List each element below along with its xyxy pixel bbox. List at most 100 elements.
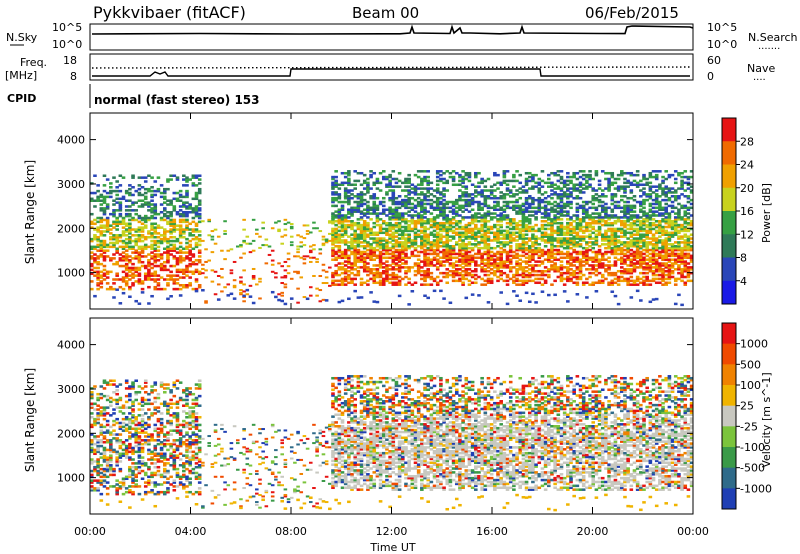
- power-cell: [197, 243, 202, 247]
- power-cell: [362, 198, 367, 202]
- power-cell: [388, 241, 392, 244]
- power-cell: [90, 255, 94, 258]
- power-cell: [347, 179, 351, 183]
- power-cell: [337, 268, 342, 271]
- power-cell: [648, 256, 653, 260]
- power-cell: [426, 296, 430, 300]
- power-cell: [96, 235, 100, 239]
- power-cell: [340, 277, 345, 281]
- power-cell: [381, 208, 386, 211]
- power-cell: [569, 179, 573, 183]
- power-cell: [194, 205, 199, 208]
- power-cell: [585, 223, 589, 227]
- power-cell: [502, 248, 507, 252]
- power-cell: [654, 195, 659, 198]
- power-cell: [664, 241, 669, 244]
- power-cell: [505, 250, 510, 254]
- power-cell: [547, 214, 551, 217]
- power-cell: [375, 273, 380, 277]
- power-cell: [175, 228, 180, 231]
- power-cell: [350, 250, 354, 254]
- power-cell: [337, 279, 342, 283]
- power-cell: [194, 222, 199, 226]
- power-cell: [493, 173, 497, 177]
- power-cell: [121, 230, 126, 233]
- power-cell: [458, 268, 462, 271]
- power-cell: [629, 183, 634, 187]
- power-cell: [375, 206, 380, 210]
- power-cell: [448, 220, 453, 223]
- power-cell: [553, 269, 557, 273]
- power-cell: [340, 283, 345, 286]
- power-cell: [150, 251, 154, 254]
- power-cell: [388, 252, 392, 256]
- power-cell: [597, 216, 602, 219]
- power-cell: [686, 241, 691, 244]
- power-cell: [607, 177, 611, 181]
- power-cell: [350, 239, 354, 242]
- power-cell: [137, 184, 142, 187]
- power-cell: [607, 241, 611, 244]
- power-cell: [664, 233, 669, 236]
- power-cell: [575, 206, 580, 210]
- power-cell: [337, 250, 342, 254]
- power-cell: [496, 214, 500, 217]
- power-cell: [131, 274, 135, 277]
- power-cell: [381, 248, 386, 252]
- power-cell: [461, 179, 465, 183]
- power-cell: [356, 243, 361, 246]
- power-cell: [175, 268, 180, 272]
- power-cell: [435, 191, 440, 194]
- power-cell: [591, 246, 596, 250]
- power-cell: [178, 284, 183, 287]
- power-cell: [277, 262, 281, 265]
- power-cell: [391, 271, 396, 275]
- power-cell: [499, 250, 503, 254]
- power-cell: [140, 176, 145, 179]
- power-cell: [654, 273, 659, 277]
- power-cell: [182, 259, 186, 262]
- power-cell: [661, 271, 665, 275]
- power-cell: [454, 243, 459, 246]
- power-cell: [518, 283, 523, 286]
- cpid-label: CPID: [7, 92, 36, 105]
- power-cell: [432, 206, 437, 210]
- power-cell: [128, 285, 132, 289]
- power-cell: [277, 228, 281, 231]
- power-cell: [378, 200, 383, 204]
- power-cell: [426, 183, 430, 187]
- power-cell: [105, 207, 110, 210]
- power-cell: [423, 279, 427, 283]
- power-cell: [464, 231, 469, 235]
- power-cell: [658, 208, 662, 211]
- power-cell: [182, 230, 186, 233]
- power-cell: [385, 175, 389, 179]
- power-cell: [439, 221, 443, 225]
- power-cell: [629, 210, 634, 213]
- power-cell: [445, 206, 450, 210]
- power-cell: [188, 178, 192, 181]
- power-cell: [661, 189, 665, 192]
- power-cell: [588, 248, 592, 252]
- power-cell: [677, 266, 681, 269]
- power-cell: [616, 241, 621, 244]
- power-cell: [635, 252, 640, 256]
- power-cell: [378, 189, 383, 192]
- power-cell: [658, 225, 662, 229]
- power-cell: [524, 208, 529, 211]
- power-cell: [362, 193, 367, 196]
- power-cell: [508, 266, 513, 269]
- power-cell: [477, 202, 481, 206]
- power-cell: [343, 233, 348, 236]
- power-cell: [547, 293, 551, 297]
- power-cell: [432, 256, 437, 260]
- power-cell: [537, 177, 542, 181]
- power-cell: [508, 231, 513, 235]
- power-cell: [623, 200, 627, 204]
- power-cell: [515, 277, 519, 281]
- power-cell: [366, 208, 370, 211]
- power-cell: [178, 259, 183, 262]
- power-cell: [677, 216, 681, 219]
- power-cell: [99, 245, 104, 249]
- power-cell: [162, 264, 167, 268]
